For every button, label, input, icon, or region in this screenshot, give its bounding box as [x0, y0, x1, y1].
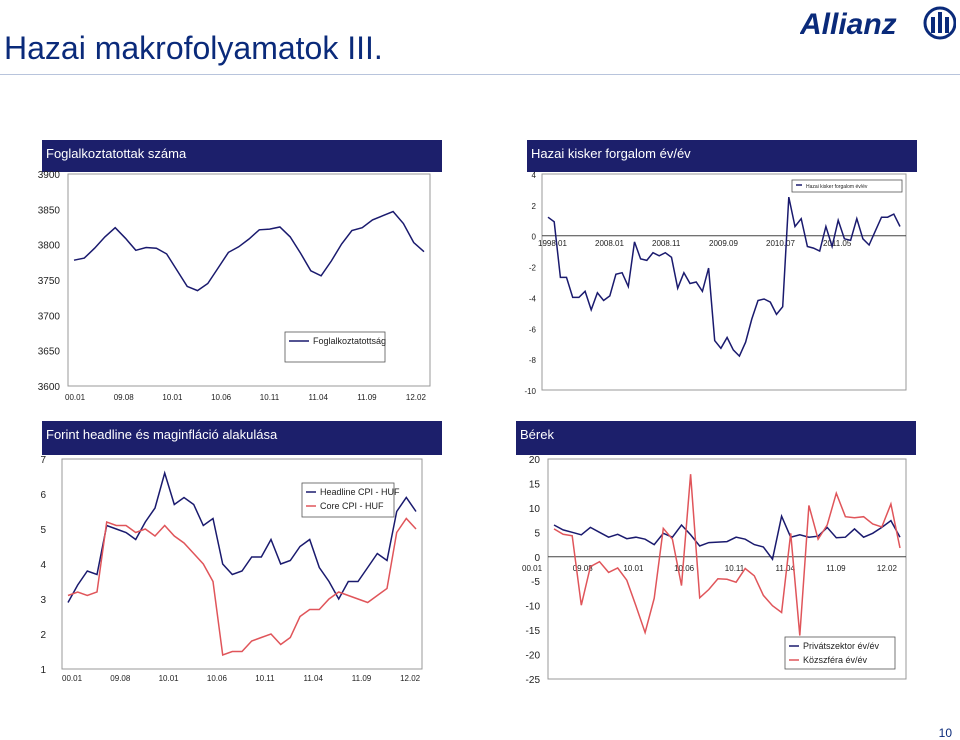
x-tick-label: 00.01: [65, 393, 86, 402]
plot-area: [547, 458, 907, 680]
y-tick-label: -20: [526, 651, 541, 662]
employment-chart: 3600 3650 3700 3750 3800 3850 3900 00.01 09.08 10…: [38, 170, 431, 402]
x-tick-label: 00.01: [62, 674, 83, 683]
legend: Hazai kisker forgalom év/év: [791, 179, 903, 193]
series-line-0: [73, 210, 425, 292]
page-title: Hazai makrofolyamatok III.: [4, 30, 383, 66]
x-tick-label: 2008.01: [595, 239, 624, 248]
y-tick-label: 0: [532, 233, 537, 242]
y-tick-label: 5: [40, 525, 46, 536]
y-tick-label: -6: [529, 325, 537, 334]
x-tick-label: 10.06: [211, 393, 232, 402]
y-tick-label: 2: [40, 630, 46, 641]
y-tick-label: -8: [529, 356, 537, 365]
x-tick-label: 2008.11: [652, 239, 681, 248]
legend: Foglalkoztatottság: [284, 331, 386, 363]
y-tick-label: 7: [40, 455, 46, 466]
x-tick-label: 09.08: [110, 674, 131, 683]
y-tick-label: 4: [40, 560, 46, 571]
y-tick-label: 15: [529, 479, 541, 490]
title-divider: [0, 74, 960, 75]
wages-chart-header: Bérek: [516, 421, 916, 455]
x-tick-label: 11.09: [357, 393, 377, 402]
legend-box: [301, 482, 395, 518]
y-tick-label: -10: [524, 387, 536, 396]
x-tick-label: 12.02: [406, 393, 427, 402]
y-tick-label: 6: [40, 490, 46, 501]
legend-label: Közszféra év/év: [803, 655, 868, 665]
y-tick-label: -5: [531, 577, 540, 588]
y-tick-label: -15: [526, 626, 541, 637]
x-tick-label: 11.04: [304, 674, 324, 683]
y-tick-label: 3750: [38, 276, 61, 287]
legend-box: [784, 636, 896, 670]
retail-chart: -10 -8 -6 -4 -2 0 2 4 1998.01 2008.01 2008.11 2009.…: [524, 171, 907, 396]
legend-label: Headline CPI - HUF: [320, 487, 400, 497]
y-tick-label: 3900: [38, 170, 61, 181]
legend-label: Privátszektor év/év: [803, 641, 880, 651]
y-tick-label: 20: [529, 455, 541, 466]
wages-chart: -25 -20 -15 -10 -5 0 5 10 15 20 00.01 09.08 10.01 10.…: [522, 455, 907, 686]
y-tick-label: -4: [529, 294, 537, 303]
x-tick-label: 10.11: [725, 564, 745, 573]
x-tick-label: 10.01: [159, 674, 180, 683]
x-tick-label: 10.11: [260, 393, 280, 402]
plot-area: [541, 173, 907, 391]
plot-area: [61, 458, 423, 670]
inflation-chart-header: Forint headline és maginfláció alakulása: [42, 421, 442, 455]
y-tick-label: 3600: [38, 382, 61, 393]
y-tick-label: 3700: [38, 311, 61, 322]
inflation-chart: 1 2 3 4 5 6 7 00.01 09.08 10.01 10.06 10.11 11.04 11.…: [40, 455, 423, 683]
x-tick-label: 2011.05: [823, 239, 852, 248]
y-tick-label: 1: [40, 665, 46, 676]
x-tick-label: 1998.01: [538, 239, 567, 248]
y-tick-label: 3850: [38, 205, 61, 216]
x-tick-label: 11.09: [826, 564, 846, 573]
x-tick-label: 00.01: [522, 564, 543, 573]
legend-box: [284, 331, 386, 363]
series-line-1: [553, 474, 901, 636]
y-tick-label: -25: [526, 675, 541, 686]
x-tick-label: 12.02: [877, 564, 898, 573]
legend-label: Hazai kisker forgalom év/év: [806, 184, 868, 190]
x-tick-label: 09.08: [114, 393, 135, 402]
x-tick-label: 12.02: [400, 674, 421, 683]
y-tick-label: -10: [526, 602, 541, 613]
y-tick-label: 2: [532, 202, 537, 211]
legend: Privátszektor év/év Közszféra év/év: [784, 636, 896, 670]
x-tick-label: 10.11: [255, 674, 275, 683]
series-line-0: [67, 470, 417, 603]
y-tick-label: 10: [529, 504, 541, 515]
x-tick-label: 2009.09: [709, 239, 738, 248]
legend-box: [791, 179, 903, 193]
y-tick-label: 5: [534, 528, 540, 539]
x-tick-label: 11.04: [776, 564, 796, 573]
plot-area: [67, 173, 431, 387]
page-number: 10: [938, 726, 952, 740]
y-tick-label: -2: [529, 264, 537, 273]
legend: Headline CPI - HUF Core CPI - HUF: [301, 482, 400, 518]
series-line-0: [547, 196, 901, 358]
x-tick-label: 11.09: [352, 674, 372, 683]
x-tick-label: 10.01: [623, 564, 644, 573]
x-tick-label: 11.04: [309, 393, 329, 402]
x-tick-label: 09.08: [573, 564, 594, 573]
x-tick-label: 10.01: [162, 393, 183, 402]
logo-text: Allianz: [800, 8, 897, 40]
x-tick-label: 10.06: [674, 564, 695, 573]
legend-label: Core CPI - HUF: [320, 501, 384, 511]
retail-chart-header: Hazai kisker forgalom év/év: [527, 140, 917, 172]
series-line-0: [553, 513, 901, 561]
y-tick-label: 0: [534, 553, 540, 564]
x-tick-label: 2010.07: [766, 239, 795, 248]
y-tick-label: 3: [40, 595, 46, 606]
legend-label: Foglalkoztatottság: [313, 336, 386, 346]
employment-chart-header: Foglalkoztatottak száma: [42, 140, 442, 172]
series-line-1: [67, 517, 417, 657]
x-tick-label: 10.06: [207, 674, 228, 683]
y-tick-label: 3650: [38, 347, 61, 358]
y-tick-label: 3800: [38, 241, 61, 252]
allianz-logo: Allianz: [800, 6, 956, 40]
y-tick-label: 4: [532, 171, 537, 180]
